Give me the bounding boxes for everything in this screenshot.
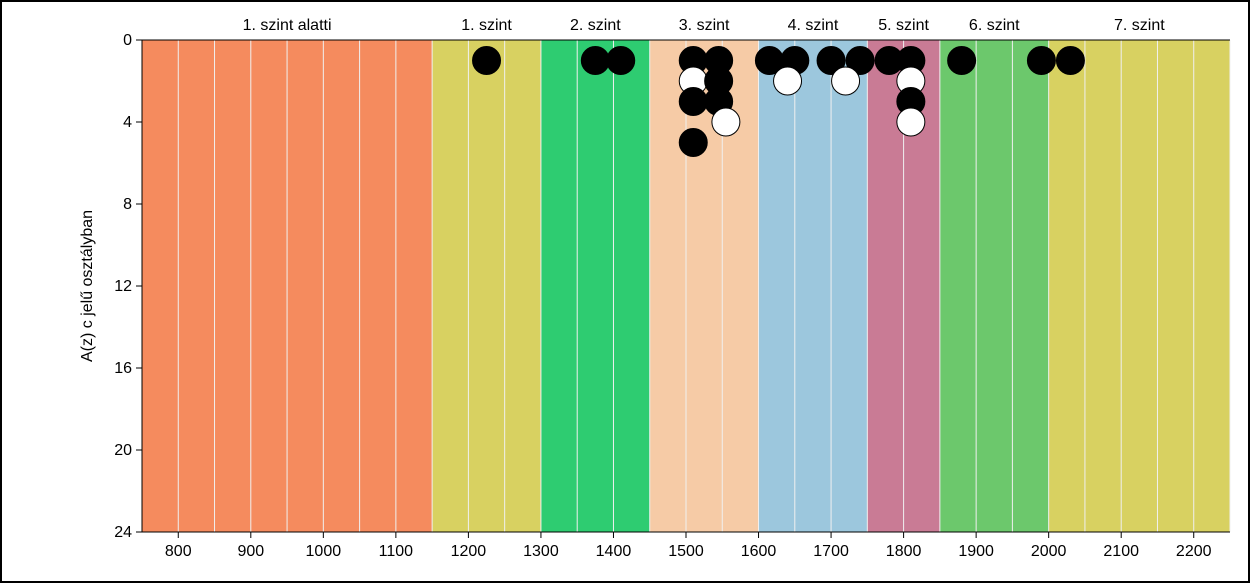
x-tick-label-7: 1500 [668, 543, 704, 560]
data-point-21 [897, 108, 925, 136]
y-tick-label-1: 4 [123, 114, 132, 131]
band-label-1: 1. szint [461, 17, 512, 34]
x-axis: 800 900 1000 1100 1200 1300 1400 1500 1600 1700 18… [142, 532, 1230, 560]
band-6 [940, 40, 1049, 532]
band-label-5: 5. szint [878, 17, 929, 34]
x-tick-label-1: 900 [237, 543, 264, 560]
y-tick-label-6: 24 [114, 524, 132, 541]
x-tick-label-2: 1000 [306, 543, 342, 560]
data-point-7 [679, 88, 707, 116]
data-point-0 [473, 47, 501, 75]
band-4 [759, 40, 868, 532]
data-point-2 [607, 47, 635, 75]
x-tick-label-8: 1600 [741, 543, 777, 560]
band-label-7: 7. szint [1114, 17, 1165, 34]
data-point-24 [1056, 47, 1084, 75]
x-tick-label-14: 2200 [1176, 543, 1212, 560]
band-3 [650, 40, 759, 532]
data-point-16 [832, 67, 860, 95]
data-point-10 [679, 129, 707, 157]
band-label-2: 2. szint [570, 17, 621, 34]
data-point-23 [1027, 47, 1055, 75]
band-7 [1049, 40, 1230, 532]
x-tick-label-6: 1400 [596, 543, 632, 560]
y-tick-label-4: 16 [114, 360, 132, 377]
y-axis: 0 4 8 12 16 20 24 A(z) c jelű osztályban [79, 32, 142, 541]
band-labels: 1. szint alatti 1. szint 2. szint 3. szint 4… [243, 17, 1166, 34]
y-tick-label-2: 8 [123, 196, 132, 213]
x-tick-label-9: 1700 [813, 543, 849, 560]
x-tick-label-0: 800 [165, 543, 192, 560]
band-1 [432, 40, 541, 532]
band-label-6: 6. szint [969, 17, 1020, 34]
data-point-13 [774, 67, 802, 95]
data-point-9 [712, 108, 740, 136]
band-label-4: 4. szint [788, 17, 839, 34]
x-tick-label-12: 2000 [1031, 543, 1067, 560]
band-2 [541, 40, 650, 532]
x-tick-label-13: 2100 [1103, 543, 1139, 560]
x-tick-label-11: 1900 [958, 543, 994, 560]
y-tick-label-3: 12 [114, 278, 132, 295]
x-tick-label-10: 1800 [886, 543, 922, 560]
x-tick-label-4: 1200 [451, 543, 487, 560]
chart-svg: 1. szint alatti 1. szint 2. szint 3. szint 4… [2, 2, 1250, 585]
y-tick-label-0: 0 [123, 32, 132, 49]
y-tick-label-5: 20 [114, 442, 132, 459]
band-label-0: 1. szint alatti [243, 17, 332, 34]
x-tick-label-3: 1100 [379, 543, 414, 560]
y-axis-label: A(z) c jelű osztályban [79, 210, 96, 362]
x-tick-label-5: 1300 [523, 543, 559, 560]
band-label-3: 3. szint [679, 17, 730, 34]
chart-frame: 1. szint alatti 1. szint 2. szint 3. szint 4… [0, 0, 1250, 583]
data-point-22 [948, 47, 976, 75]
data-point-1 [581, 47, 609, 75]
